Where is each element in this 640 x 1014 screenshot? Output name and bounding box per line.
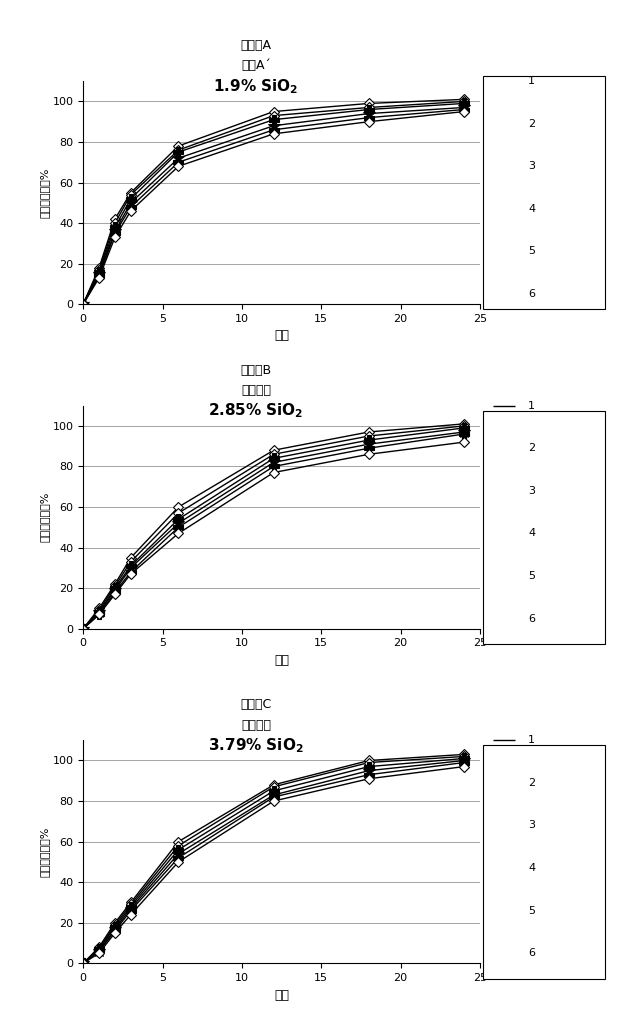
Text: $\mathbf{1.9\%\ SiO_2}$: $\mathbf{1.9\%\ SiO_2}$: [214, 77, 298, 95]
Text: 製剤１１: 製剤１１: [241, 384, 271, 396]
Text: 4: 4: [528, 528, 535, 538]
Text: 6: 6: [528, 289, 535, 299]
Text: 2: 2: [528, 119, 535, 129]
Text: 1: 1: [528, 735, 535, 745]
Text: 1: 1: [528, 401, 535, 411]
Text: 4: 4: [528, 204, 535, 214]
Text: 5: 5: [528, 571, 535, 581]
Text: 6: 6: [528, 948, 535, 958]
Text: パネルC: パネルC: [241, 699, 271, 711]
Text: 4: 4: [528, 863, 535, 873]
Text: 製剤A´: 製剤A´: [241, 60, 271, 72]
Text: 6: 6: [528, 613, 535, 624]
Text: パネルB: パネルB: [241, 364, 271, 376]
Text: 3: 3: [528, 486, 535, 496]
Text: 3: 3: [528, 820, 535, 830]
Text: $\mathbf{2.85\%\ SiO_2}$: $\mathbf{2.85\%\ SiO_2}$: [208, 402, 304, 420]
Y-axis label: 累積薬物放出%: 累積薬物放出%: [40, 492, 50, 542]
X-axis label: 時間: 時間: [274, 654, 289, 667]
Text: 5: 5: [528, 246, 535, 257]
Text: $\mathbf{3.79\%\ SiO_2}$: $\mathbf{3.79\%\ SiO_2}$: [208, 736, 304, 754]
X-axis label: 時間: 時間: [274, 330, 289, 343]
Text: 3: 3: [528, 161, 535, 171]
Text: 製剤１２: 製剤１２: [241, 719, 271, 731]
Y-axis label: 累積薬物放出%: 累積薬物放出%: [40, 167, 50, 218]
Text: 2: 2: [528, 778, 535, 788]
Text: 2: 2: [528, 443, 535, 453]
Text: パネルA: パネルA: [241, 40, 271, 52]
Text: 5: 5: [528, 906, 535, 916]
Text: 1: 1: [528, 76, 535, 86]
Y-axis label: 累積薬物放出%: 累積薬物放出%: [40, 826, 50, 877]
X-axis label: 時間: 時間: [274, 989, 289, 1002]
